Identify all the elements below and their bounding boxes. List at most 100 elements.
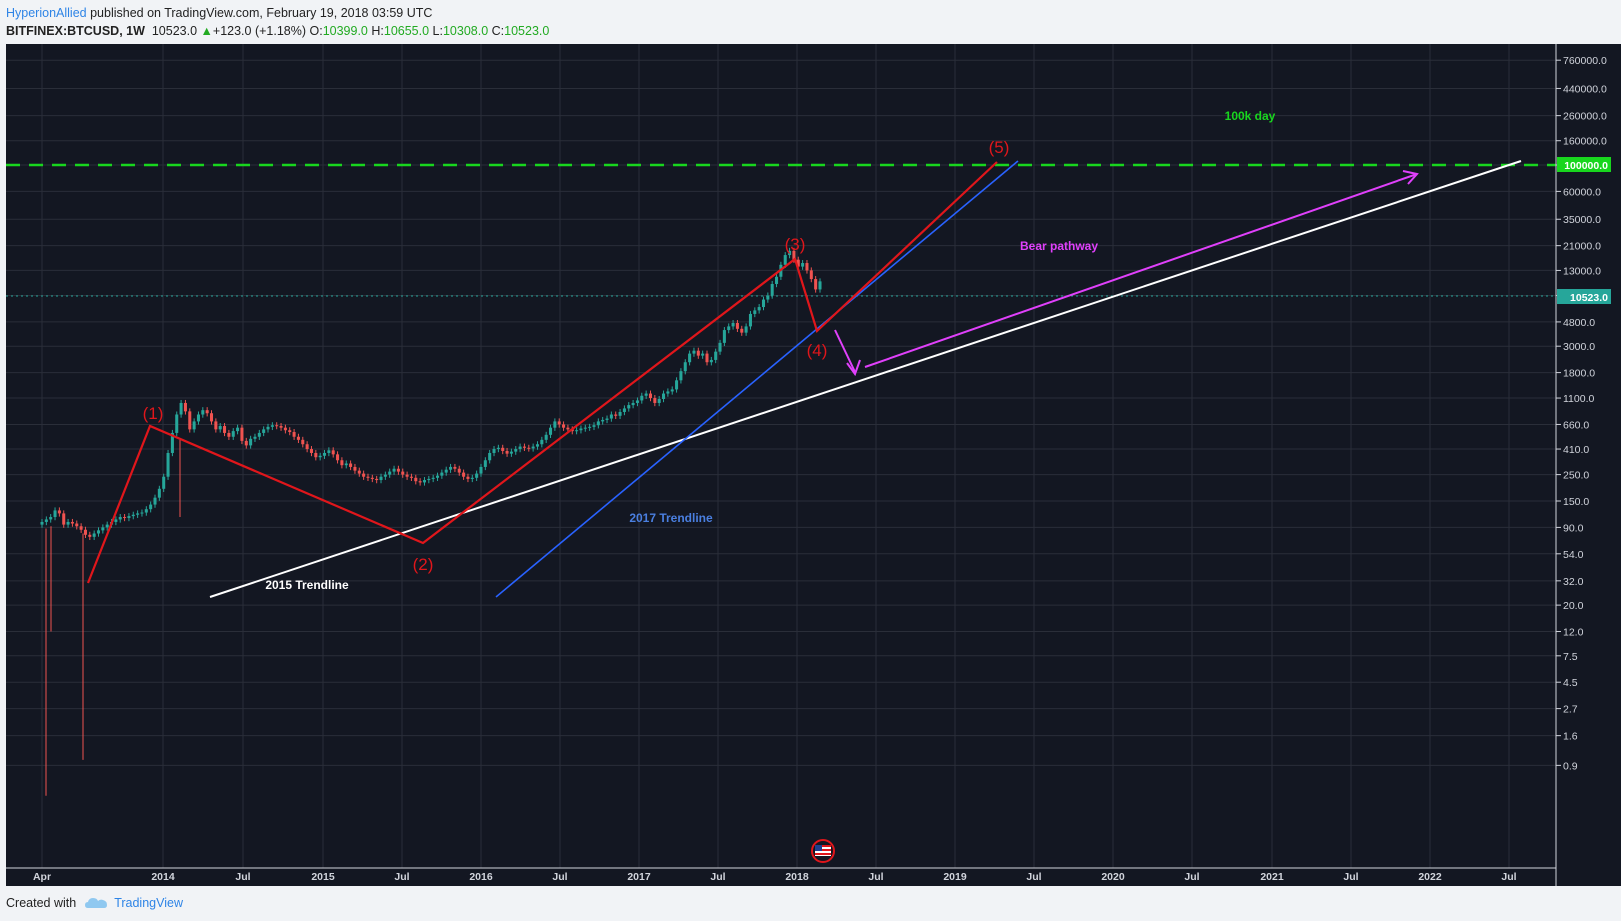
candle-body (562, 424, 566, 428)
candle-body (157, 488, 161, 498)
candle-body (422, 480, 427, 483)
candle-body (301, 439, 305, 445)
candle-body (522, 446, 526, 448)
candle-body (509, 451, 513, 454)
candle-body (805, 263, 809, 271)
trendline-2015 (209, 160, 1522, 598)
candle-body (118, 517, 122, 520)
level-100k-tag (1557, 157, 1611, 172)
annotation-bear-pathway: Bear pathway (1020, 239, 1098, 253)
tradingview-logo[interactable]: TradingView (84, 896, 183, 910)
candle-body (283, 427, 287, 431)
candle-body (75, 523, 79, 527)
price-tick-label: 7.5 (1563, 651, 1578, 663)
price-tick-label: 410.0 (1563, 444, 1589, 456)
candle-body (253, 436, 257, 439)
candle-body (675, 380, 679, 390)
time-axis[interactable]: Apr 2014 Jul 2015 Jul 2016 Jul 2017 Jul 2018 Jul 20… (6, 867, 1556, 883)
price-tick-label: 4.5 (1563, 677, 1578, 689)
open-value: 10399.0 (322, 24, 368, 38)
candle-body (553, 421, 557, 428)
candle-body (727, 326, 731, 331)
symbol-label[interactable]: BITFINEX:BTCUSD, 1W (6, 24, 145, 38)
candle-body (579, 428, 583, 431)
candle-body (601, 419, 605, 422)
candle-body (262, 429, 266, 433)
candle-body (305, 444, 309, 450)
candle-body (292, 432, 296, 437)
candle-body (370, 477, 374, 479)
candle-body (792, 250, 796, 260)
price-tick-label: 0.9 (1563, 760, 1578, 772)
price-tick-label: 21000.0 (1563, 241, 1601, 253)
candle-body (114, 519, 118, 522)
candle-body (136, 513, 140, 515)
price-axis[interactable]: 760000.0 440000.0 260000.0 160000.0 100000.0… (1555, 44, 1607, 886)
candle-body (188, 411, 192, 430)
candle-body (540, 439, 544, 445)
candle-body (127, 516, 131, 518)
trendline-2017 (495, 160, 1019, 598)
candle-body (722, 330, 726, 343)
candle-body (66, 521, 70, 525)
us-flag-icon[interactable] (811, 839, 835, 863)
candle-body (105, 524, 109, 528)
bear-arrowhead-up (1402, 170, 1419, 185)
candle-body (788, 250, 792, 256)
candle-body (79, 526, 83, 530)
candle-body (409, 476, 413, 478)
time-tick-label: Jul (394, 871, 409, 883)
candle-body (679, 371, 683, 381)
author-link[interactable]: HyperionAllied (6, 6, 87, 20)
candle-body (588, 426, 592, 428)
candle-body (766, 295, 770, 300)
candle-body (205, 410, 209, 414)
time-tick-label: 2015 (311, 871, 335, 883)
candle-body (592, 425, 596, 427)
candle-body (314, 452, 318, 458)
candle-body (714, 351, 718, 360)
candle-body (466, 476, 470, 479)
candle-body (657, 398, 661, 403)
price-tick-label: 660.0 (1563, 419, 1589, 431)
candle-body (718, 342, 722, 352)
candle-body (748, 313, 752, 327)
time-tick-label: 2017 (627, 871, 651, 883)
candle-body (501, 447, 505, 451)
time-tick-label: 2019 (943, 871, 967, 883)
price-tick-label: 1100.0 (1563, 393, 1594, 405)
candle-body (296, 436, 300, 440)
time-tick-label: Jul (710, 871, 725, 883)
candle-body (544, 434, 548, 440)
candle-body (440, 472, 444, 476)
candle-body (349, 463, 353, 467)
price-tick-label: 1800.0 (1563, 368, 1595, 380)
open-label: O: (309, 24, 323, 38)
candle-body (140, 512, 144, 514)
bear-pathway-down-arrow (834, 329, 856, 373)
candle-body (692, 350, 696, 354)
candle-body (670, 389, 674, 392)
last-price-tag-text: 10523.0 (1570, 292, 1608, 304)
candle-body (236, 427, 240, 432)
candle-body (244, 440, 248, 446)
candle-body (705, 353, 709, 363)
time-tick-label: Jul (552, 871, 567, 883)
candle-body (166, 452, 170, 477)
candle-body (309, 449, 313, 453)
candle-body (796, 259, 800, 267)
candle-body (123, 517, 127, 519)
bear-arrowhead-down (846, 359, 861, 377)
candle-body (318, 455, 322, 458)
candle-body (231, 431, 235, 437)
cloud-icon (85, 898, 108, 908)
candle-body (427, 478, 431, 481)
candle-body (575, 430, 579, 432)
candle-body (809, 270, 813, 280)
candle-body (818, 281, 822, 290)
candle-body (57, 510, 61, 514)
candle-body (279, 426, 283, 428)
candle-body (631, 402, 635, 406)
candle-body (375, 478, 379, 481)
